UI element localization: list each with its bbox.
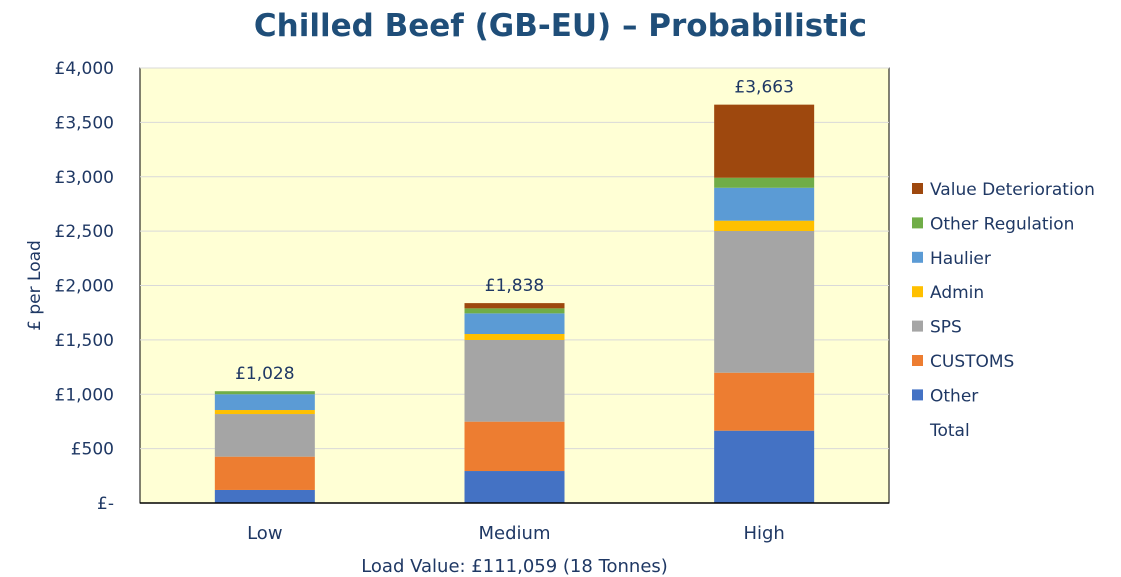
legend-entry: SPS <box>930 318 962 338</box>
total-label: £3,663 <box>734 78 793 98</box>
bar-segment-other-regulation <box>464 308 565 314</box>
legend-swatch <box>912 251 923 263</box>
legend-entry: Total <box>929 421 970 441</box>
legend-entry: Other Regulation <box>930 214 1074 234</box>
y-tick-label: £2,500 <box>55 222 114 242</box>
y-tick-label: £2,000 <box>55 277 114 297</box>
bar-segment-customs <box>714 372 815 431</box>
bar-segment-admin <box>464 334 565 340</box>
bar-segment-sps <box>464 339 565 422</box>
bar-segment-customs <box>464 421 565 472</box>
x-axis-label: Load Value: £111,059 (18 Tonnes) <box>361 556 668 577</box>
x-tick-label: High <box>743 523 784 544</box>
y-tick-label: £3,500 <box>55 113 114 133</box>
bar-segment-haulier <box>464 313 565 335</box>
bar-segment-value-deterioration <box>464 303 565 309</box>
bar-segment-admin <box>714 220 815 232</box>
y-tick-label: £1,000 <box>55 385 114 405</box>
total-label: £1,028 <box>235 364 294 384</box>
y-tick-label: £1,500 <box>55 331 114 351</box>
y-tick-label: £4,000 <box>55 59 114 79</box>
y-tick-label: £- <box>97 494 114 514</box>
legend-swatch <box>912 286 923 298</box>
legend-entry: Value Deterioration <box>930 180 1095 200</box>
y-tick-label: £3,000 <box>55 168 114 188</box>
bar-segment-other <box>714 430 815 503</box>
bar-segment-value-deterioration <box>714 104 815 178</box>
legend-entry: Haulier <box>930 249 991 269</box>
x-tick-label: Low <box>247 523 282 544</box>
bar-segment-other-regulation <box>714 177 815 188</box>
bar-segment-admin <box>214 410 315 415</box>
bar-segment-customs <box>214 456 315 490</box>
legend-swatch <box>912 183 923 194</box>
bar-segment-sps <box>214 414 315 457</box>
x-tick-label: Medium <box>479 523 551 544</box>
legend-swatch <box>912 217 923 229</box>
total-label: £1,838 <box>485 276 544 296</box>
chart-title: Chilled Beef (GB-EU) – Probabilistic <box>253 8 868 44</box>
legend-swatch <box>912 389 923 401</box>
bar-segment-sps <box>714 231 815 373</box>
y-axis-label: £ per Load <box>25 240 45 331</box>
bar-segment-haulier <box>714 187 815 221</box>
bar-segment-other <box>464 471 565 503</box>
legend-swatch <box>912 320 923 332</box>
legend-entry: Other <box>930 386 978 406</box>
bar-segment-other-regulation <box>214 391 315 395</box>
legend-entry: CUSTOMS <box>930 352 1014 372</box>
legend-swatch <box>912 355 923 366</box>
bar-segment-haulier <box>214 394 315 411</box>
bar-segment-other <box>214 489 315 503</box>
y-tick-label: £500 <box>71 440 114 460</box>
legend-entry: Admin <box>930 283 984 303</box>
